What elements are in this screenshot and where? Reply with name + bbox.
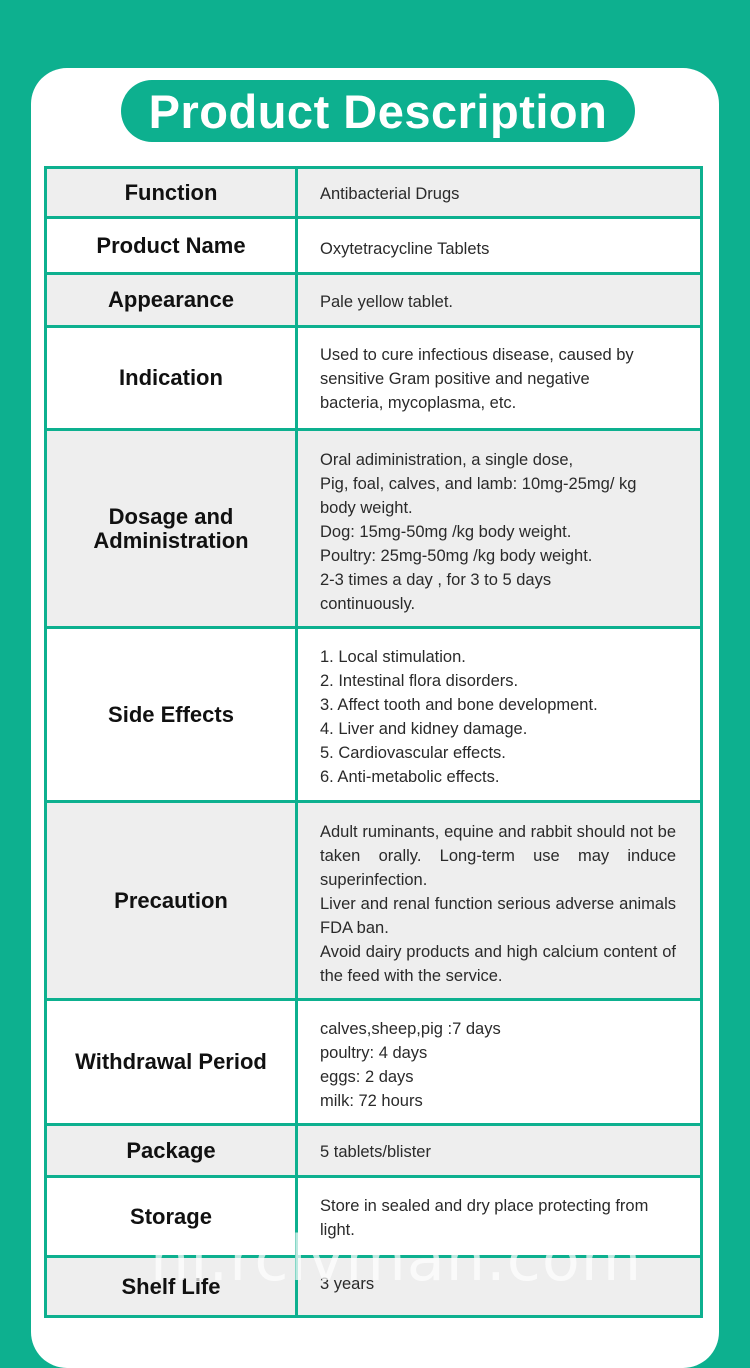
row-label-appearance: Appearance bbox=[44, 272, 298, 328]
row-label-dosage: Dosage and Administration bbox=[44, 428, 298, 629]
value-line: eggs: 2 days bbox=[320, 1068, 414, 1086]
value-line: sensitive Gram positive and negative bbox=[320, 370, 590, 388]
value-line: Antibacterial Drugs bbox=[320, 185, 460, 203]
value-line: 6. Anti-metabolic effects. bbox=[320, 768, 500, 786]
row-label-precaution: Precaution bbox=[44, 800, 298, 1001]
value-paragraph: Avoid dairy products and high calcium co… bbox=[320, 943, 676, 985]
table-row-shelf-life: Shelf Life 3 years bbox=[44, 1255, 703, 1318]
value-line: Store in sealed and dry place protecting… bbox=[320, 1197, 649, 1215]
value-line: 5. Cardiovascular effects. bbox=[320, 744, 506, 762]
value-line: Oxytetracycline Tablets bbox=[320, 240, 490, 258]
table-row-package: Package 5 tablets/blister bbox=[44, 1123, 703, 1178]
row-label-shelf-life: Shelf Life bbox=[44, 1255, 298, 1318]
value-line: body weight. bbox=[320, 499, 413, 517]
row-value-indication: Used to cure infectious disease, caused … bbox=[295, 325, 703, 431]
value-line: light. bbox=[320, 1221, 355, 1239]
value-line: 4. Liver and kidney damage. bbox=[320, 720, 528, 738]
row-value-appearance: Pale yellow tablet. bbox=[295, 272, 703, 328]
value-paragraph: Adult ruminants, equine and rabbit shoul… bbox=[320, 823, 676, 889]
table-row-dosage: Dosage and Administration Oral adiminist… bbox=[44, 428, 703, 629]
row-value-product-name: Oxytetracycline Tablets bbox=[295, 216, 703, 275]
table-row-precaution: Precaution Adult ruminants, equine and r… bbox=[44, 800, 703, 1001]
value-line: 3 years bbox=[320, 1275, 375, 1293]
table-row-appearance: Appearance Pale yellow tablet. bbox=[44, 272, 703, 328]
value-line: Used to cure infectious disease, caused … bbox=[320, 346, 634, 364]
value-line: 5 tablets/blister bbox=[320, 1143, 431, 1161]
value-line: 1. Local stimulation. bbox=[320, 648, 466, 666]
row-label-withdrawal: Withdrawal Period bbox=[44, 998, 298, 1126]
value-line: Oral adiministration, a single dose, bbox=[320, 451, 574, 469]
value-line: continuously. bbox=[320, 595, 416, 613]
value-line: Dog: 15mg-50mg /kg body weight. bbox=[320, 523, 572, 541]
row-value-storage: Store in sealed and dry place protecting… bbox=[295, 1175, 703, 1258]
value-line: bacteria, mycoplasma, etc. bbox=[320, 394, 517, 412]
row-label-function: Function bbox=[44, 166, 298, 219]
table-row-storage: Storage Store in sealed and dry place pr… bbox=[44, 1175, 703, 1258]
row-label-indication: Indication bbox=[44, 325, 298, 431]
value-line: milk: 72 hours bbox=[320, 1092, 423, 1110]
row-value-side-effects: 1. Local stimulation. 2. Intestinal flor… bbox=[295, 626, 703, 803]
product-description-table: Function Antibacterial Drugs Product Nam… bbox=[44, 166, 703, 1318]
value-line: Pale yellow tablet. bbox=[320, 293, 453, 311]
value-line: calves,sheep,pig :7 days bbox=[320, 1020, 501, 1038]
value-line: 2. Intestinal flora disorders. bbox=[320, 672, 519, 690]
row-value-withdrawal: calves,sheep,pig :7 days poultry: 4 days… bbox=[295, 998, 703, 1126]
row-label-side-effects: Side Effects bbox=[44, 626, 298, 803]
value-line: Pig, foal, calves, and lamb: 10mg-25mg/ … bbox=[320, 475, 637, 493]
value-paragraph: Liver and renal function serious adverse… bbox=[320, 895, 676, 937]
value-line: Poultry: 25mg-50mg /kg body weight. bbox=[320, 547, 593, 565]
value-line: poultry: 4 days bbox=[320, 1044, 428, 1062]
row-label-storage: Storage bbox=[44, 1175, 298, 1258]
value-line: 2-3 times a day , for 3 to 5 days bbox=[320, 571, 552, 589]
table-row-product-name: Product Name Oxytetracycline Tablets bbox=[44, 216, 703, 275]
row-value-shelf-life: 3 years bbox=[295, 1255, 703, 1318]
row-value-package: 5 tablets/blister bbox=[295, 1123, 703, 1178]
label-line: Dosage and bbox=[108, 503, 234, 529]
row-value-dosage: Oral adiministration, a single dose, Pig… bbox=[295, 428, 703, 629]
label-line: Administration bbox=[93, 527, 249, 553]
table-row-withdrawal: Withdrawal Period calves,sheep,pig :7 da… bbox=[44, 998, 703, 1126]
value-line: 3. Affect tooth and bone development. bbox=[320, 696, 598, 714]
row-value-precaution: Adult ruminants, equine and rabbit shoul… bbox=[295, 800, 703, 1001]
table-row-indication: Indication Used to cure infectious disea… bbox=[44, 325, 703, 431]
row-label-product-name: Product Name bbox=[44, 216, 298, 275]
page-title: Product Description bbox=[121, 80, 635, 142]
table-row-side-effects: Side Effects 1. Local stimulation. 2. In… bbox=[44, 626, 703, 803]
table-row-function: Function Antibacterial Drugs bbox=[44, 166, 703, 219]
row-label-package: Package bbox=[44, 1123, 298, 1178]
row-value-function: Antibacterial Drugs bbox=[295, 166, 703, 219]
